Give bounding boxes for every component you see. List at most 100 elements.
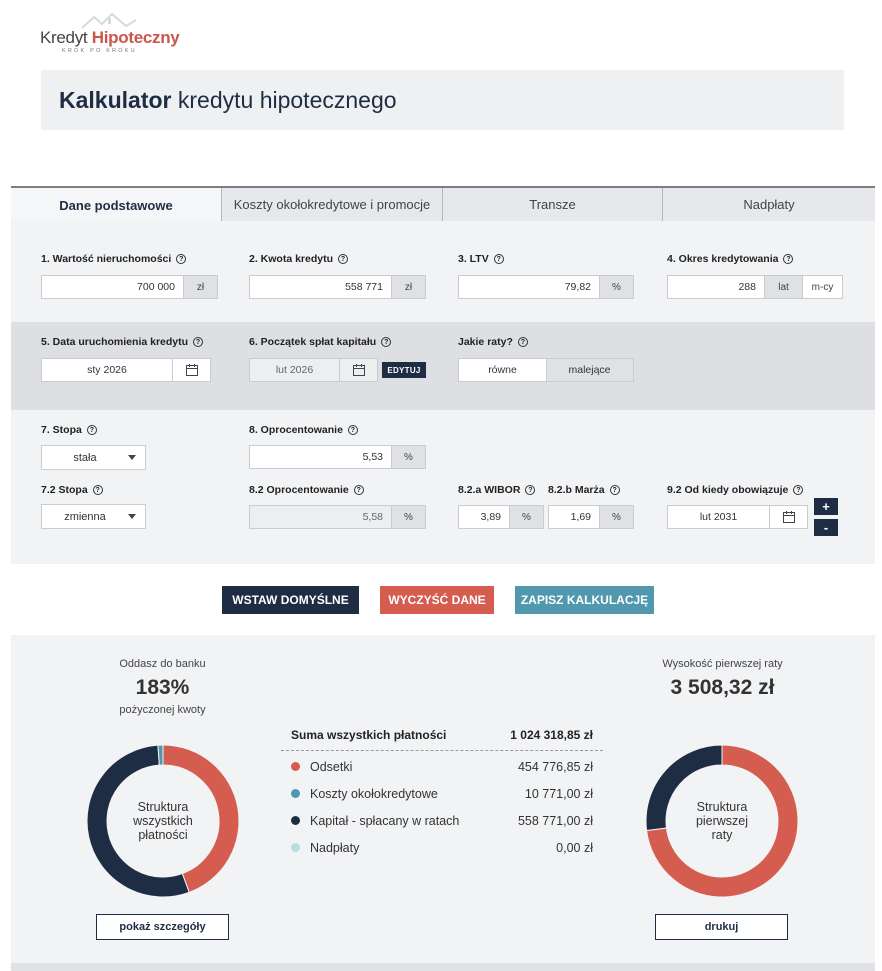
summary-header: Suma wszystkich płatności 1 024 318,85 z… [281, 728, 603, 751]
help-icon[interactable]: ? [793, 485, 804, 495]
label-kwota: 2. Kwota kredytu? [249, 253, 349, 265]
left-donut-label: Struktura wszystkich płatności [133, 800, 193, 842]
help-icon[interactable]: ? [338, 254, 349, 264]
wibor-field[interactable]: 3,89 % [458, 505, 544, 529]
unit-lat-toggle[interactable]: lat [764, 276, 802, 298]
okres-field[interactable]: 288 lat m-cy [667, 275, 843, 299]
label-marza: 8.2.b Marża? [548, 484, 620, 496]
label-ltv: 3. LTV? [458, 253, 504, 265]
od-kiedy-field[interactable]: lut 2031 [667, 505, 808, 529]
calendar-icon[interactable] [172, 359, 210, 381]
calendar-icon [339, 359, 377, 381]
raty-toggle: równe malejące [458, 358, 634, 382]
help-icon[interactable]: ? [353, 485, 364, 495]
raty-malejace-option[interactable]: malejące [546, 359, 632, 381]
raty-rowne-option[interactable]: równe [459, 359, 546, 381]
section-rates [11, 410, 875, 564]
label-poczatek-splat: 6. Początek spłat kapitału? [249, 336, 392, 348]
pierwsza-rata-value: 3 508,32 zł [670, 676, 775, 699]
help-icon[interactable]: ? [609, 485, 620, 495]
label-oprocentowanie: 8. Oprocentowanie? [249, 424, 358, 436]
oddasz-percent: 183% [135, 676, 190, 699]
drukuj-button[interactable]: drukuj [655, 914, 788, 940]
summary-row: Nadpłaty 0,00 zł [281, 834, 603, 861]
help-icon[interactable]: ? [493, 254, 504, 264]
stopa-2-select[interactable]: zmienna [41, 504, 146, 529]
donut-hole [107, 765, 219, 877]
label-wartosc: 1. Wartość nieruchomości? [41, 253, 187, 265]
label-od-kiedy: 9.2 Od kiedy obowiązuje? [667, 484, 804, 496]
tab-bar: Dane podstawowe Koszty okołokredytowe i … [11, 186, 875, 222]
label-oprocentowanie-2: 8.2 Oprocentowanie? [249, 484, 364, 496]
legend-dot-icon [291, 789, 300, 798]
tab-transze[interactable]: Transze [443, 188, 663, 222]
label-okres: 4. Okres kredytowania? [667, 253, 794, 265]
edytuj-button[interactable]: EDYTUJ [382, 362, 426, 378]
label-wibor: 8.2.a WIBOR? [458, 484, 536, 496]
logo[interactable]: Kredyt Hipoteczny KROK PO KROKU [40, 10, 180, 60]
page-title-box: Kalkulator kredytu hipotecznego [41, 70, 844, 130]
summary-row-name: Odsetki [310, 759, 353, 774]
help-icon[interactable]: ? [193, 337, 204, 347]
legend-dot-icon [291, 843, 300, 852]
legend-dot-icon [291, 762, 300, 771]
tab-koszty[interactable]: Koszty okołokredytowe i promocje [222, 188, 443, 222]
right-donut-label: Struktura pierwszej raty [695, 800, 749, 842]
oprocentowanie-field[interactable]: 5,53 % [249, 445, 426, 469]
summary-row-amount: 558 771,00 zł [517, 813, 593, 828]
stopa-select[interactable]: stała [41, 445, 146, 470]
wartosc-field[interactable]: 700 000 zł [41, 275, 218, 299]
help-icon[interactable]: ? [86, 425, 97, 435]
data-uruchomienia-field[interactable]: sty 2026 [41, 358, 211, 382]
payments-summary: Suma wszystkich płatności 1 024 318,85 z… [281, 728, 603, 861]
summary-row-name: Nadpłaty [310, 840, 360, 855]
logo-tagline: KROK PO KROKU [62, 48, 137, 54]
section-basic [11, 221, 875, 322]
pierwsza-rata-label: Wysokość pierwszej raty [662, 658, 783, 670]
payments-structure-donut [86, 744, 240, 898]
label-data-uruchomienia: 5. Data uruchomienia kredytu? [41, 336, 204, 348]
remove-rate-button[interactable]: - [814, 519, 838, 536]
unit-mcy-toggle[interactable]: m-cy [802, 276, 842, 298]
label-stopa-2: 7.2 Stopa? [41, 484, 103, 496]
summary-row: Kapitał - spłacany w ratach 558 771,00 zł [281, 807, 603, 834]
oddasz-label: Oddasz do banku [119, 658, 206, 670]
help-icon[interactable]: ? [517, 337, 528, 347]
summary-row-name: Kapitał - spłacany w ratach [310, 813, 460, 828]
pozyczonej-label: pożyczonej kwoty [119, 704, 206, 716]
summary-row: Odsetki 454 776,85 zł [281, 753, 603, 780]
house-roof-icon [81, 12, 137, 29]
summary-row-amount: 0,00 zł [556, 840, 593, 855]
add-rate-button[interactable]: + [814, 498, 838, 515]
help-icon[interactable]: ? [525, 485, 536, 495]
help-icon[interactable]: ? [347, 425, 358, 435]
pokaz-szczegoly-button[interactable]: pokaż szczegóły [96, 914, 229, 940]
wstaw-domyslne-button[interactable]: WSTAW DOMYŚLNE [222, 586, 359, 614]
help-icon[interactable]: ? [176, 254, 187, 264]
calendar-icon[interactable] [769, 506, 807, 528]
summary-row-name: Koszty okołokredytowe [310, 786, 438, 801]
summary-row: Koszty okołokredytowe 10 771,00 zł [281, 780, 603, 807]
wyczysc-dane-button[interactable]: WYCZYŚĆ DANE [380, 586, 494, 614]
oprocentowanie-2-field: 5,58 % [249, 505, 426, 529]
marza-field[interactable]: 1,69 % [548, 505, 634, 529]
chevron-down-icon [128, 514, 136, 519]
ltv-field[interactable]: 79,82 % [458, 275, 634, 299]
results-bottom-bar [11, 963, 875, 971]
kwota-field[interactable]: 558 771 zł [249, 275, 426, 299]
logo-wordmark: Kredyt Hipoteczny [40, 28, 180, 47]
donut-hole [666, 765, 778, 877]
summary-row-amount: 454 776,85 zł [517, 759, 593, 774]
tab-nadplaty[interactable]: Nadpłaty [663, 188, 875, 222]
chevron-down-icon [128, 455, 136, 460]
help-icon[interactable]: ? [92, 485, 103, 495]
help-icon[interactable]: ? [381, 337, 392, 347]
tab-dane-podstawowe[interactable]: Dane podstawowe [11, 188, 222, 222]
zapisz-kalkulacje-button[interactable]: ZAPISZ KALKULACJĘ [515, 586, 654, 614]
legend-dot-icon [291, 816, 300, 825]
donut-slice-koszty [157, 744, 164, 766]
help-icon[interactable]: ? [783, 254, 794, 264]
label-stopa: 7. Stopa? [41, 424, 97, 436]
first-rate-structure-donut [645, 744, 799, 898]
summary-row-amount: 10 771,00 zł [524, 786, 593, 801]
